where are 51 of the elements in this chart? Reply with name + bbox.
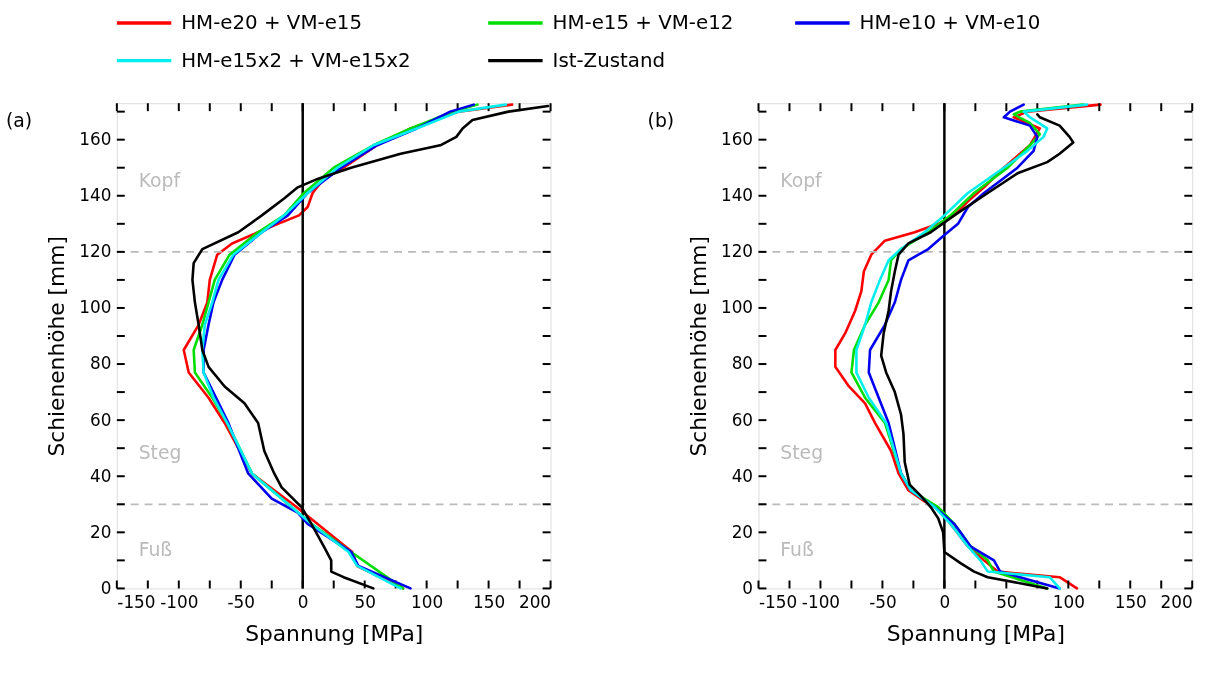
x-tick-label: 150 [473, 591, 506, 612]
y-tick-label: 100 [720, 297, 754, 318]
y-tick-label: 60 [731, 409, 754, 430]
y-tick-label: 120 [720, 241, 754, 262]
x-tick-label: 200 [518, 591, 552, 612]
x-tick-label: -50 [227, 591, 256, 612]
y-axis-title: Schienenhöhe [mm] [686, 236, 712, 457]
y-tick-label: 60 [89, 409, 112, 430]
x-tick-label: 50 [996, 591, 1018, 612]
x-tick-label: -100 [160, 591, 199, 612]
chart-title: (a) [5, 109, 33, 131]
chart-title: (b) [647, 109, 675, 131]
y-tick-label: 20 [731, 521, 754, 542]
y-tick-label: 40 [89, 465, 112, 486]
y-tick-label: 100 [79, 297, 112, 318]
y-tick-label: 20 [89, 521, 112, 542]
y-tick-label: 140 [79, 185, 112, 206]
y-tick-label: 0 [742, 577, 754, 598]
y-tick-label: 120 [79, 241, 112, 262]
y-tick-label: 80 [89, 353, 112, 374]
x-tick-label: -100 [801, 591, 841, 612]
annotation: Fuß [780, 538, 814, 560]
x-axis-title: Spannung [MPa] [886, 621, 1065, 647]
y-tick-label: 40 [731, 465, 754, 486]
legend-label: HM-e15 + VM-e12 [552, 10, 734, 34]
x-tick-label: 100 [411, 591, 444, 612]
x-tick-label: 50 [354, 591, 376, 612]
legend-label: Ist-Zustand [552, 48, 666, 72]
x-tick-label: 150 [1114, 591, 1147, 612]
annotation: Steg [780, 441, 824, 463]
y-tick-label: 0 [100, 577, 112, 598]
annotation: Kopf [138, 169, 181, 191]
legend-label: HM-e10 + VM-e10 [859, 10, 1041, 34]
x-tick-label: -50 [869, 591, 897, 612]
legend-label: HM-e20 + VM-e15 [181, 10, 363, 34]
x-tick-label: -150 [759, 591, 798, 612]
y-tick-label: 80 [731, 353, 754, 374]
y-tick-label: 140 [720, 185, 754, 206]
x-axis-title: Spannung [MPa] [245, 621, 424, 647]
x-tick-label: 0 [297, 591, 309, 612]
x-tick-label: 0 [939, 591, 951, 612]
annotation: Fuß [138, 538, 173, 560]
x-tick-label: 200 [1160, 591, 1193, 612]
y-tick-label: 160 [720, 129, 754, 150]
annotation: Steg [138, 441, 182, 463]
annotation: Kopf [780, 169, 823, 191]
x-tick-label: -150 [117, 591, 156, 612]
legend-label: HM-e15x2 + VM-e15x2 [181, 48, 411, 72]
y-axis-title: Schienenhöhe [mm] [44, 236, 70, 457]
y-tick-label: 160 [79, 129, 112, 150]
x-tick-label: 100 [1052, 591, 1085, 612]
